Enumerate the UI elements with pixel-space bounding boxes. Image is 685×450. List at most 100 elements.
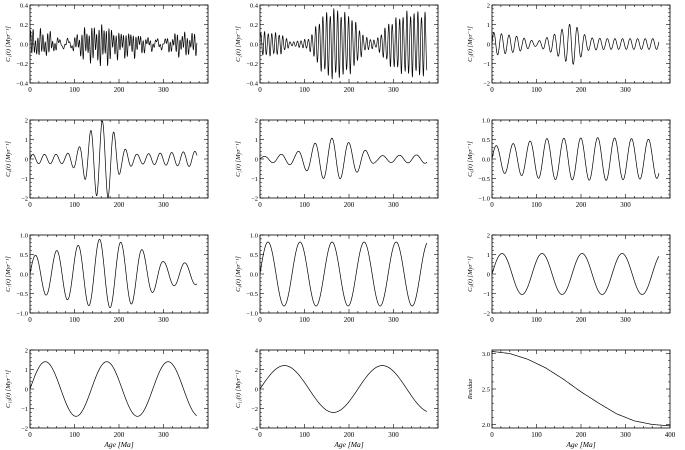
y-tick-label: 1	[255, 137, 258, 144]
y-tick-label: 0.4	[250, 2, 259, 9]
x-tick-label: 0	[258, 431, 262, 439]
y-tick-label: 0	[25, 386, 28, 393]
y-tick-label: 2	[487, 232, 490, 239]
y-tick-label: 2.0	[482, 422, 490, 429]
x-tick-label: 200	[114, 201, 125, 209]
y-axis-label: C₇(t) [Myr⁻¹]	[5, 256, 12, 292]
y-tick-label: 2	[487, 2, 490, 9]
chart-panel-9: 0 100 200 300 −2 −1 0 1 2 C₉(t) [Myr⁻¹]	[467, 232, 671, 324]
x-axis-label: Age [Ma]	[103, 440, 133, 449]
y-tick-label: 0.0	[250, 41, 258, 48]
x-tick-label: 0	[490, 86, 494, 94]
y-tick-label: 0	[25, 156, 28, 163]
x-tick-label: 200	[114, 431, 125, 439]
y-tick-label: −0.5	[478, 176, 490, 183]
y-tick-label: −1	[483, 291, 490, 298]
y-tick-label: 0.2	[20, 22, 28, 29]
y-tick-label: −1.0	[16, 310, 28, 317]
y-tick-label: −1	[21, 176, 28, 183]
chart-panel-2: 0 100 200 300 −0.4 −0.2 0.0 0.2 0.4 C₂(t) [Myr⁻¹]	[235, 2, 439, 94]
y-axis-label: C₂(t) [Myr⁻¹]	[235, 26, 242, 62]
y-tick-label: −2	[21, 195, 28, 202]
x-axis-label: Age [Ma]	[333, 440, 363, 449]
x-tick-label: 100	[299, 86, 310, 94]
x-tick-label: 0	[28, 86, 32, 94]
x-tick-label: 200	[114, 86, 125, 94]
x-tick-label: 300	[620, 86, 631, 94]
x-tick-label: 0	[28, 431, 32, 439]
x-tick-label: 100	[69, 86, 80, 94]
x-tick-label: 0	[258, 316, 262, 324]
y-tick-label: −4	[251, 425, 259, 432]
y-tick-label: 0.0	[20, 41, 28, 48]
series-line	[491, 253, 660, 295]
y-tick-label: 1	[25, 367, 28, 374]
series-line	[29, 239, 198, 308]
y-tick-label: 2	[255, 117, 258, 124]
y-tick-label: −0.2	[16, 61, 28, 68]
chart-panel-7: 0 100 200 300 −1.0 −0.5 0.0 0.5 1.0 C₇(t) [Myr⁻¹]	[5, 232, 209, 324]
x-tick-label: 200	[344, 201, 355, 209]
y-tick-label: 0.0	[482, 156, 490, 163]
x-tick-label: 300	[388, 86, 399, 94]
y-tick-label: 1	[487, 22, 490, 29]
x-tick-label: 300	[158, 201, 169, 209]
x-tick-label: 200	[344, 316, 355, 324]
x-tick-label: 200	[576, 316, 587, 324]
y-tick-label: −1.0	[478, 195, 490, 202]
series-line	[259, 365, 428, 413]
series-line	[259, 137, 428, 180]
x-tick-label: 100	[531, 431, 542, 439]
x-tick-label: 400	[665, 431, 676, 439]
x-tick-label: 100	[69, 316, 80, 324]
y-tick-label: −1	[251, 176, 258, 183]
series-line	[259, 241, 428, 307]
plot-frame	[491, 234, 671, 314]
x-tick-label: 0	[258, 86, 262, 94]
chart-panel-1: 0 100 200 300 −0.4 −0.2 0.0 0.2 0.4 C₁(t) [Myr⁻¹]	[5, 2, 209, 94]
series-line	[491, 137, 660, 181]
y-tick-label: 0.0	[20, 271, 28, 278]
y-tick-label: 1	[25, 137, 28, 144]
y-tick-label: 1.0	[20, 232, 28, 239]
x-tick-label: 100	[531, 316, 542, 324]
series-line	[29, 361, 198, 417]
x-tick-label: 300	[620, 316, 631, 324]
plot-frame	[491, 349, 671, 429]
x-tick-label: 300	[158, 431, 169, 439]
y-axis-label: C₁₀(t) [Myr⁻¹]	[5, 370, 12, 408]
series-line	[29, 24, 198, 67]
y-tick-label: −0.2	[246, 61, 258, 68]
y-tick-label: −1	[21, 406, 28, 413]
x-tick-label: 0	[258, 201, 262, 209]
chart-panel-4: 0 100 200 300 −2 −1 0 1 2 C₄(t) [Myr⁻¹]	[5, 117, 209, 209]
x-tick-label: 100	[69, 201, 80, 209]
y-axis-label: C₉(t) [Myr⁻¹]	[467, 256, 474, 292]
y-axis-label: C₃(t) [Myr⁻¹]	[467, 26, 474, 62]
plot-frame	[29, 119, 209, 199]
y-tick-label: 1.0	[250, 232, 258, 239]
x-tick-label: 0	[28, 316, 32, 324]
x-tick-label: 200	[576, 431, 587, 439]
y-tick-label: 1.0	[482, 117, 490, 124]
y-tick-label: −2	[483, 310, 490, 317]
y-axis-label: C₁₁(t) [Myr⁻¹]	[235, 370, 242, 408]
chart-panel-5: 0 100 200 300 −2 −1 0 1 2 C₅(t) [Myr⁻¹]	[235, 117, 439, 209]
y-tick-label: 1	[487, 252, 490, 259]
y-tick-label: 0	[255, 386, 258, 393]
x-tick-label: 300	[620, 201, 631, 209]
plot-frame	[491, 119, 671, 199]
y-tick-label: −2	[483, 80, 490, 87]
series-line	[491, 23, 660, 65]
y-tick-label: 0.5	[482, 137, 490, 144]
y-tick-label: −2	[21, 425, 28, 432]
y-tick-label: −0.4	[246, 80, 259, 87]
x-tick-label: 200	[344, 431, 355, 439]
y-tick-label: 4	[255, 347, 259, 354]
y-axis-label: Residue	[467, 379, 474, 401]
y-tick-label: 2	[25, 347, 28, 354]
y-axis-label: C₄(t) [Myr⁻¹]	[5, 141, 12, 177]
x-tick-label: 200	[344, 86, 355, 94]
x-tick-label: 300	[388, 431, 399, 439]
x-tick-label: 100	[299, 201, 310, 209]
